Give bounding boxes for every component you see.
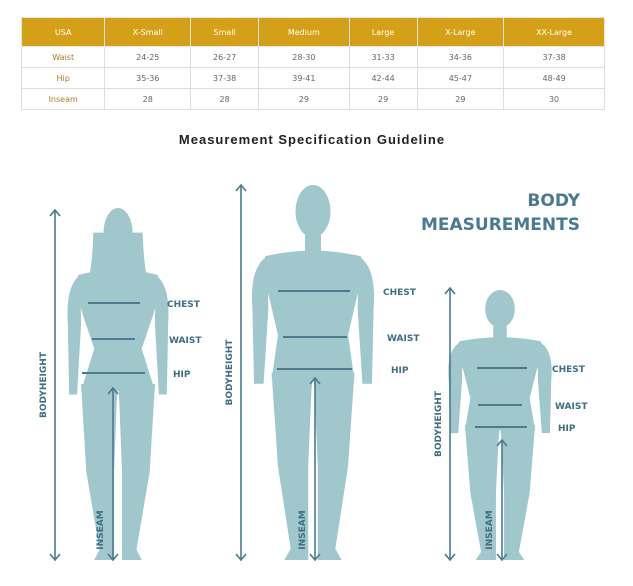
table-cell: Inseam [20, 88, 106, 110]
leg [464, 425, 500, 560]
header-cell: USA [20, 17, 106, 47]
hip-label: HIP [391, 366, 409, 376]
size-chart-table: USA X-Small Small Medium Large X-Large X… [20, 17, 605, 110]
hip-label: HIP [558, 424, 576, 434]
waist-label: WAIST [169, 336, 202, 346]
inseam-label: INSEAM [298, 510, 308, 549]
waist-label: WAIST [555, 402, 588, 412]
arm [448, 341, 463, 434]
torso [263, 250, 363, 380]
header-cell: Large [348, 17, 418, 47]
bodyheight-label: BODYHEIGHT [434, 390, 444, 457]
page-title: Measurement Specification Guideline [178, 132, 446, 147]
arm [251, 256, 269, 384]
table-cell: 30 [503, 88, 605, 110]
head [485, 290, 515, 328]
torso [77, 269, 159, 392]
chest-label: CHEST [167, 300, 201, 310]
bodyheight-arrow [444, 286, 456, 562]
bodyheight-label: BODYHEIGHT [225, 339, 235, 406]
leg [500, 425, 536, 560]
leg [81, 384, 118, 560]
arm [357, 256, 375, 384]
arm [537, 341, 552, 434]
table-row: Inseam 28 28 29 29 29 30 [20, 88, 605, 110]
leg [313, 372, 355, 560]
leg [271, 372, 313, 560]
inseam-arrow [309, 376, 321, 562]
man-figure [251, 185, 375, 560]
chest-label: CHEST [383, 288, 417, 298]
table-row: Hip 35-36 37-38 39-41 42-44 45-47 48-49 [20, 67, 605, 89]
heading-body: BODY [527, 191, 580, 211]
bodyheight-arrow [49, 208, 61, 562]
arm [154, 274, 169, 395]
chest-label: CHEST [552, 365, 586, 375]
torso [458, 337, 542, 431]
arm [67, 274, 82, 395]
header-cell: Medium [258, 17, 350, 47]
hip-label: HIP [173, 370, 191, 380]
header-cell: X-Large [416, 17, 505, 47]
woman-figure [67, 208, 169, 560]
waist-label: WAIST [387, 334, 420, 344]
inseam-arrow [496, 438, 508, 562]
head [295, 185, 331, 238]
table-cell: 29 [348, 88, 418, 110]
header-cell: Small [190, 17, 260, 47]
table-cell: 28 [190, 88, 260, 110]
inseam-label: INSEAM [485, 510, 495, 549]
table-header-row: USA X-Small Small Medium Large X-Large X… [20, 17, 605, 47]
header-cell: XX-Large [503, 17, 605, 47]
bodyheight-arrow [235, 183, 247, 562]
inseam-label: INSEAM [96, 510, 106, 549]
child-figure [448, 290, 552, 560]
bodyheight-label: BODYHEIGHT [39, 351, 49, 418]
leg [118, 384, 155, 560]
inseam-arrow [107, 386, 119, 562]
heading-measurements: MEASUREMENTS [421, 215, 580, 235]
